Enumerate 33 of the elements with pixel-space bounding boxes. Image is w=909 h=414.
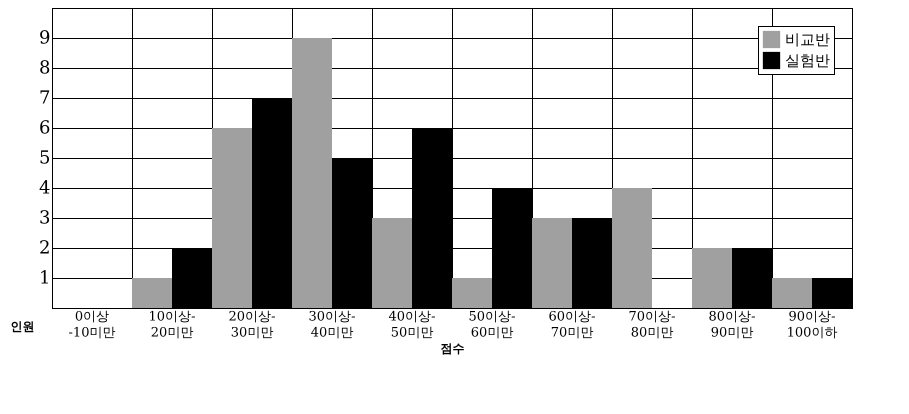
- y-tick-label: 8: [39, 58, 50, 78]
- bar: [772, 278, 812, 308]
- x-tick-label: 0이상 -10미만: [68, 310, 116, 340]
- legend-label: 비교반: [785, 30, 830, 48]
- bar: [532, 218, 572, 308]
- x-tick-label: 40이상- 50미만: [388, 310, 436, 340]
- y-axis-title: 인원: [10, 320, 34, 334]
- y-tick-label: 7: [39, 88, 50, 108]
- bar: [452, 278, 492, 308]
- x-tick-label: 60이상- 70미만: [548, 310, 596, 340]
- y-tick-label: 2: [39, 238, 50, 258]
- bar: [612, 188, 652, 308]
- x-tick-label: 80이상- 90미만: [708, 310, 756, 340]
- bar: [372, 218, 412, 308]
- y-tick-label: 3: [39, 208, 50, 228]
- x-tick-label: 30이상- 40미만: [308, 310, 356, 340]
- y-tick-label: 9: [39, 28, 50, 48]
- x-tick-label: 10이상- 20미만: [148, 310, 196, 340]
- bar: [292, 38, 332, 308]
- x-tick-label: 20이상- 30미만: [228, 310, 276, 340]
- bar: [132, 278, 172, 308]
- legend-label: 실험반: [785, 52, 830, 70]
- bar: [212, 128, 252, 308]
- bar: [692, 248, 732, 308]
- x-axis-title: 점수: [440, 342, 464, 356]
- y-tick-label: 1: [39, 268, 50, 288]
- y-tick-label: 5: [39, 148, 50, 168]
- x-tick-label: 70이상- 80미만: [628, 310, 676, 340]
- x-tick-label: 90이상- 100이하: [786, 310, 838, 340]
- y-tick-label: 4: [39, 178, 50, 198]
- y-tick-label: 6: [39, 118, 50, 138]
- bar: [572, 218, 612, 308]
- x-tick-label: 50이상- 60미만: [468, 310, 516, 340]
